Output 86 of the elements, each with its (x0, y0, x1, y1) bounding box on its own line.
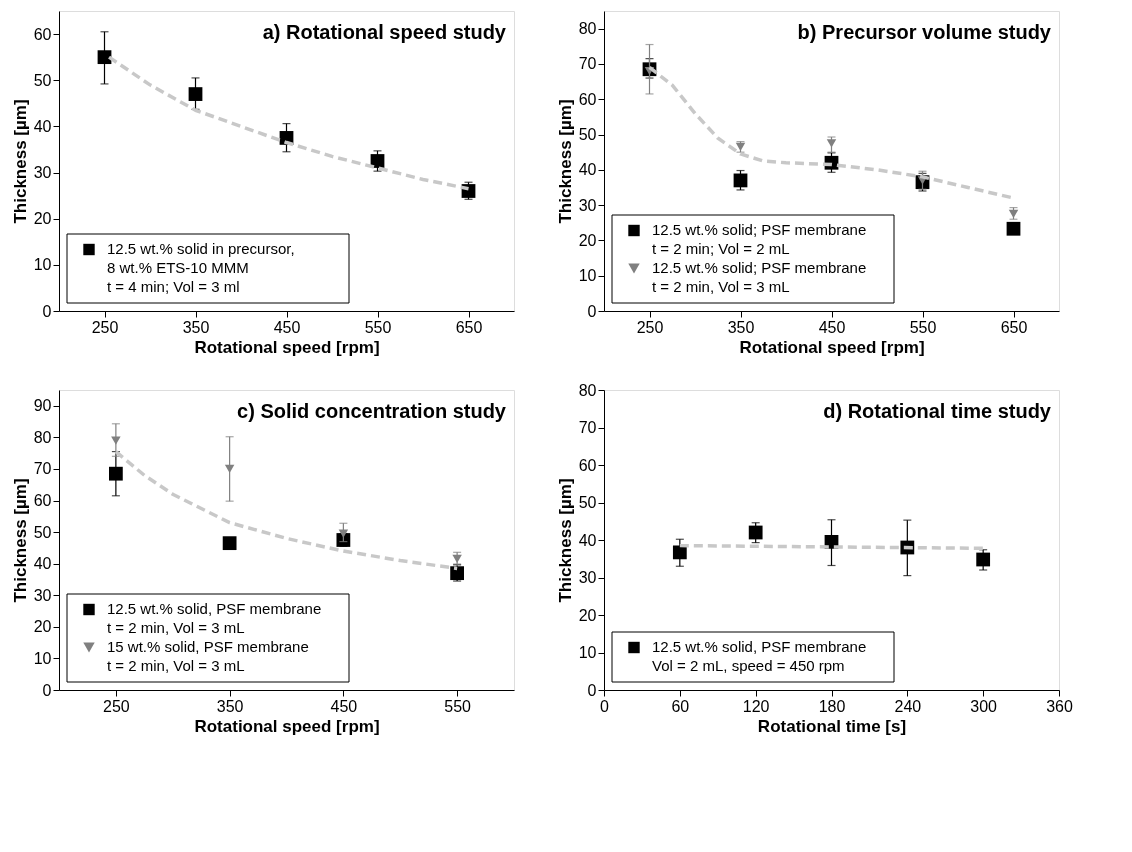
y-tick-label: 20 (578, 231, 597, 249)
x-tick-label: 0 (600, 697, 610, 715)
y-tick-label: 30 (578, 569, 597, 586)
y-tick-label: 0 (42, 681, 52, 699)
y-tick-label: 10 (578, 644, 597, 661)
x-tick-label: 650 (455, 318, 483, 336)
point (111, 436, 121, 445)
y-tick-label: 30 (33, 164, 52, 182)
x-tick-label: 300 (970, 697, 998, 715)
point (826, 139, 837, 148)
point (976, 552, 991, 567)
x-tick-label: 350 (182, 318, 210, 336)
point (748, 525, 763, 540)
y-axis-title: Thickness [µm] (10, 478, 30, 603)
text: b) Precursor volume study (797, 21, 1052, 43)
x-axis-title: Rotational speed [rpm] (194, 337, 380, 357)
x-tick-label: 450 (273, 318, 301, 336)
legend-label: 12.5 wt.% solid; PSF membrane t = 2 min, Vol = 3 mL (652, 259, 867, 295)
x-tick-label: 650 (1000, 318, 1028, 336)
y-tick-label: 0 (42, 302, 52, 320)
legend-label: 15 wt.% solid, PSF membrane t = 2 min, Vol = 3 mL (107, 638, 309, 674)
x-tick-label: 120 (742, 697, 770, 715)
y-tick-label: 20 (33, 210, 52, 228)
text: d) Rotational time study (823, 400, 1052, 422)
point (222, 536, 237, 551)
y-tick-label: 80 (33, 428, 52, 446)
y-tick-label: 0 (587, 302, 597, 320)
point (108, 466, 123, 481)
x-tick-label: 450 (330, 697, 358, 715)
text: c) Solid concentration study (237, 400, 507, 422)
y-tick-label: 20 (578, 606, 597, 624)
y-axis-title: Thickness [µm] (555, 478, 575, 603)
legend-label: 12.5 wt.% solid, PSF membrane t = 2 min, Vol = 3 mL (107, 600, 322, 636)
y-tick-label: 50 (33, 523, 52, 541)
x-tick-label: 60 (671, 697, 690, 715)
y-tick-label: 50 (578, 494, 597, 511)
y-tick-label: 40 (578, 531, 597, 549)
x-tick-label: 550 (444, 697, 472, 715)
x-axis-title: Rotational speed [rpm] (194, 716, 380, 736)
point (672, 545, 687, 560)
x-axis-title: Rotational speed [rpm] (739, 337, 925, 357)
x-tick-label: 360 (1046, 697, 1073, 715)
legend-label: 12.5 wt.% solid; PSF membrane t = 2 min; Vol = 2 mL (652, 221, 867, 257)
y-tick-label: 90 (33, 397, 52, 415)
y-axis-title: Thickness [µm] (10, 99, 30, 224)
y-tick-label: 30 (578, 196, 597, 214)
y-tick-label: 20 (33, 618, 52, 636)
point (1006, 221, 1021, 236)
y-tick-label: 80 (578, 381, 597, 399)
y-tick-label: 30 (33, 586, 52, 604)
x-tick-label: 250 (103, 697, 130, 715)
x-tick-label: 250 (636, 318, 664, 336)
y-tick-label: 40 (578, 161, 597, 179)
y-axis-title: Thickness [µm] (555, 99, 575, 224)
legend-label: 12.5 wt.% solid, PSF membrane Vol = 2 mL, speed = 450 rpm (652, 638, 867, 674)
y-tick-label: 50 (33, 71, 52, 89)
y-tick-label: 0 (587, 681, 597, 699)
point (338, 529, 349, 538)
y-tick-label: 70 (578, 55, 597, 73)
y-tick-label: 50 (578, 126, 597, 144)
x-tick-label: 550 (364, 318, 392, 336)
x-tick-label: 250 (91, 318, 119, 336)
x-tick-label: 450 (818, 318, 846, 336)
x-axis-title: Rotational time [s] (757, 716, 907, 736)
y-tick-label: 40 (33, 555, 52, 573)
x-tick-label: 350 (216, 697, 244, 715)
y-tick-label: 70 (578, 419, 597, 436)
y-tick-label: 10 (33, 256, 52, 274)
y-tick-label: 10 (578, 267, 597, 285)
y-tick-label: 60 (33, 25, 52, 43)
point (450, 566, 465, 581)
x-tick-label: 350 (727, 318, 755, 336)
y-tick-label: 60 (578, 456, 597, 474)
x-tick-label: 240 (894, 697, 922, 715)
point (188, 87, 203, 101)
y-tick-label: 70 (33, 460, 52, 478)
text: a) Rotational speed study (262, 21, 507, 43)
y-tick-label: 80 (578, 20, 597, 38)
y-tick-label: 60 (33, 492, 52, 510)
x-tick-label: 550 (909, 318, 937, 336)
y-tick-label: 40 (33, 117, 52, 135)
legend-label: 12.5 wt.% solid in precursor, 8 wt.% ETS-10 MMM t = 4 min; Vol = 3 ml (107, 240, 295, 295)
y-tick-label: 60 (578, 90, 597, 108)
x-tick-label: 180 (818, 697, 846, 715)
point (97, 50, 112, 65)
y-tick-label: 10 (33, 649, 52, 667)
